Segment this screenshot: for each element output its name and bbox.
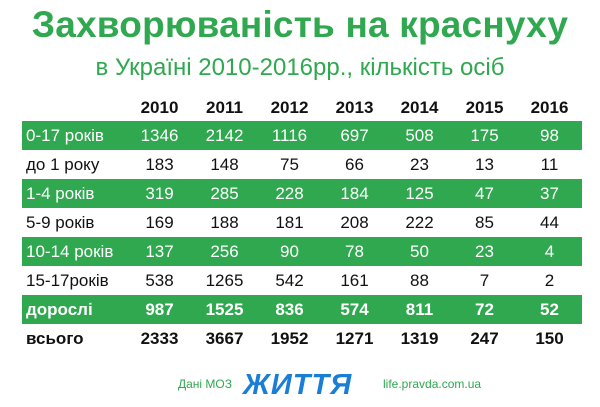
table-cell: 1319 [400, 328, 439, 348]
row-label: всього [26, 328, 84, 348]
table-cell: 285 [192, 179, 257, 208]
row-label: дорослі [22, 295, 127, 324]
table-cell: 161 [340, 270, 369, 290]
table-cell: 1952 [270, 328, 309, 348]
row-label: 1-4 років [22, 179, 127, 208]
table-cell: 2333 [140, 328, 179, 348]
table-row: 15-17років 538 1265 542 161 88 7 2 [22, 266, 582, 295]
table-cell: 256 [192, 237, 257, 266]
year-header: 2013 [335, 98, 374, 117]
table-cell: 72 [452, 295, 517, 324]
table-row: 0-17 років 1346 2142 1116 697 508 175 98 [22, 121, 582, 150]
table-row: до 1 року 183 148 75 66 23 13 11 [22, 150, 582, 179]
year-header: 2016 [530, 98, 569, 117]
table-cell: 75 [280, 154, 299, 174]
year-header: 2010 [140, 98, 179, 117]
table-cell: 188 [210, 212, 239, 232]
table-cell: 508 [387, 121, 452, 150]
table-cell: 2142 [192, 121, 257, 150]
table-row: всього 2333 3667 1952 1271 1319 247 150 [22, 324, 582, 353]
table-cell: 23 [452, 237, 517, 266]
table-cell: 88 [410, 270, 429, 290]
table-cell: 181 [275, 212, 304, 232]
table-cell: 125 [387, 179, 452, 208]
table-cell: 52 [517, 295, 582, 324]
table-cell: 66 [345, 154, 364, 174]
source-credit: Дані МОЗ [178, 377, 233, 391]
table-row: 10-14 років 137 256 90 78 50 23 4 [22, 237, 582, 266]
table-cell: 50 [387, 237, 452, 266]
year-header: 2011 [206, 98, 243, 117]
table-cell: 183 [145, 154, 174, 174]
table-row: 1-4 років 319 285 228 184 125 47 37 [22, 179, 582, 208]
site-link[interactable]: life.pravda.com.ua [383, 377, 482, 391]
row-label: 15-17років [26, 270, 109, 290]
table-cell: 811 [387, 295, 452, 324]
table-cell: 247 [470, 328, 499, 348]
table-cell: 78 [322, 237, 387, 266]
table-cell: 44 [540, 212, 559, 232]
table-cell: 1116 [257, 121, 322, 150]
row-label: до 1 року [26, 154, 100, 174]
table-cell: 574 [322, 295, 387, 324]
table-cell: 148 [210, 154, 239, 174]
table-cell: 208 [340, 212, 369, 232]
table-cell: 150 [535, 328, 564, 348]
table-row: дорослі 987 1525 836 574 811 72 52 [22, 295, 582, 324]
year-header: 2015 [465, 98, 504, 117]
table-cell: 169 [145, 212, 174, 232]
year-header: 2012 [270, 98, 309, 117]
table-cell: 11 [540, 154, 559, 174]
table-cell: 47 [452, 179, 517, 208]
table-cell: 3667 [205, 328, 244, 348]
year-header: 2014 [400, 98, 439, 117]
table-cell: 7 [479, 270, 490, 290]
header-corner [22, 95, 127, 121]
table-cell: 222 [405, 212, 434, 232]
table-cell: 85 [475, 212, 494, 232]
row-label: 5-9 років [26, 212, 95, 232]
table-cell: 137 [127, 237, 192, 266]
chart-subtitle: в Україні 2010-2016рр., кількість осіб [95, 54, 505, 81]
table-cell: 228 [257, 179, 322, 208]
table-cell: 987 [127, 295, 192, 324]
header-row: 2010 2011 2012 2013 2014 2015 2016 [22, 95, 582, 121]
table-body: 0-17 років 1346 2142 1116 697 508 175 98 до 1 ро… [22, 121, 582, 353]
table-cell: 23 [410, 154, 429, 174]
table-cell: 13 [475, 154, 494, 174]
table-cell: 542 [275, 270, 304, 290]
table-cell: 1265 [205, 270, 244, 290]
table-cell: 2 [544, 270, 555, 290]
zhyttia-logo: ЖИТТЯ [243, 369, 353, 401]
footer: Дані МОЗ ЖИТТЯ life.pravda.com.ua [0, 369, 600, 401]
table-cell: 98 [517, 121, 582, 150]
table-cell: 538 [145, 270, 174, 290]
table-cell: 1346 [127, 121, 192, 150]
table-cell: 184 [322, 179, 387, 208]
table-cell: 1525 [192, 295, 257, 324]
table-cell: 90 [257, 237, 322, 266]
chart-title: Захворюваність на краснуху [31, 4, 569, 45]
row-label: 10-14 років [22, 237, 127, 266]
table-cell: 4 [517, 237, 582, 266]
row-label: 0-17 років [22, 121, 127, 150]
table-cell: 697 [322, 121, 387, 150]
table-cell: 37 [517, 179, 582, 208]
data-table: 2010 2011 2012 2013 2014 2015 2016 0-17 … [22, 95, 582, 353]
table-cell: 836 [257, 295, 322, 324]
table-cell: 175 [452, 121, 517, 150]
table-cell: 319 [127, 179, 192, 208]
table-row: 5-9 років 169 188 181 208 222 85 44 [22, 208, 582, 237]
table-cell: 1271 [335, 328, 374, 348]
